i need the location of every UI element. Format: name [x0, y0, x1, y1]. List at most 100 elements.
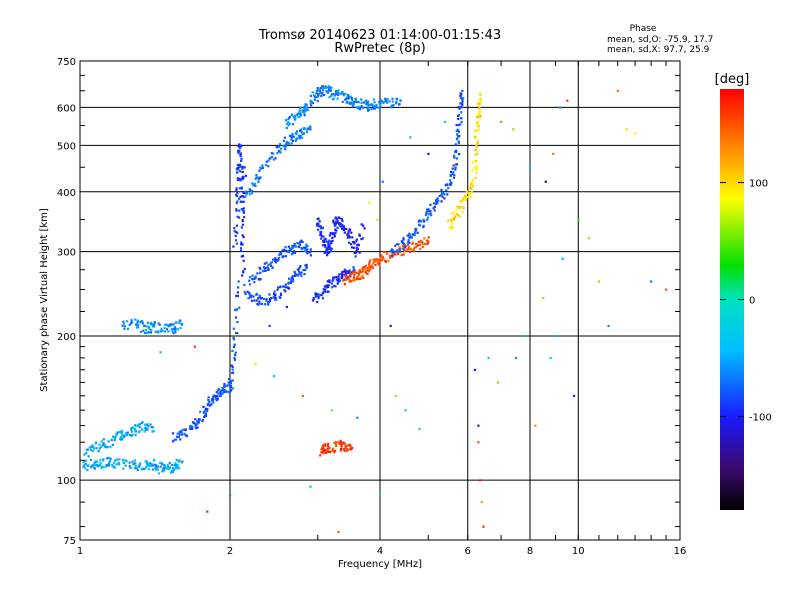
data-point	[339, 223, 342, 226]
data-point	[460, 120, 463, 123]
data-point	[454, 209, 457, 212]
data-point	[180, 433, 184, 436]
data-point	[179, 438, 182, 441]
data-point	[328, 279, 331, 282]
data-point	[454, 166, 457, 169]
data-point	[191, 425, 194, 428]
data-point	[174, 331, 177, 334]
data-point	[421, 241, 424, 244]
data-point	[338, 92, 341, 95]
data-point	[242, 236, 245, 239]
data-point	[351, 246, 354, 249]
data-point	[338, 217, 341, 220]
data-point	[128, 323, 131, 326]
data-point	[284, 119, 288, 122]
data-point	[475, 168, 478, 171]
data-point	[321, 85, 325, 88]
data-point	[332, 221, 335, 224]
data-point	[212, 394, 215, 397]
data-point	[426, 218, 429, 221]
data-point	[416, 244, 419, 247]
data-point	[348, 241, 351, 244]
data-point	[85, 451, 88, 455]
data-point	[471, 183, 474, 186]
data-point	[236, 171, 239, 174]
data-point	[301, 136, 304, 139]
data-point	[345, 98, 348, 101]
data-point	[113, 435, 117, 438]
data-point	[137, 424, 140, 427]
data-point	[446, 193, 449, 196]
data-point	[321, 92, 324, 95]
data-point	[277, 286, 280, 289]
data-point	[320, 235, 323, 238]
data-point	[167, 330, 170, 333]
data-point	[268, 299, 271, 303]
data-point	[150, 426, 153, 429]
data-point	[103, 444, 107, 447]
data-point	[392, 253, 395, 256]
data-point	[284, 283, 287, 286]
data-point	[140, 422, 143, 425]
data-point	[357, 101, 360, 104]
data-point	[135, 466, 138, 469]
data-point	[240, 186, 243, 189]
data-point	[235, 224, 238, 227]
data-point	[515, 356, 518, 360]
data-point	[236, 332, 239, 335]
data-point	[326, 443, 329, 446]
data-point	[254, 184, 257, 188]
data-point	[194, 418, 197, 421]
data-point	[126, 431, 129, 434]
data-point	[299, 115, 302, 118]
data-point	[326, 280, 329, 283]
data-point	[240, 200, 243, 203]
data-point	[316, 224, 319, 227]
data-point	[170, 328, 173, 331]
data-point	[306, 252, 309, 255]
data-point	[262, 297, 265, 301]
data-point	[338, 222, 341, 226]
data-point	[268, 157, 271, 160]
data-point	[140, 320, 143, 323]
data-point	[115, 458, 118, 461]
data-point	[279, 293, 283, 297]
data-point	[299, 106, 302, 109]
data-point	[475, 145, 478, 148]
data-point	[393, 251, 396, 254]
data-point	[88, 446, 91, 449]
data-point	[196, 419, 199, 422]
data-point	[453, 154, 456, 157]
data-point	[607, 324, 610, 327]
data-point	[163, 469, 166, 472]
data-point	[84, 462, 87, 465]
data-point	[330, 241, 333, 244]
data-point	[376, 259, 379, 262]
data-point	[134, 433, 137, 436]
data-point	[131, 430, 134, 433]
data-point	[456, 128, 459, 131]
data-point	[121, 434, 125, 437]
data-point	[291, 275, 294, 278]
data-point	[298, 112, 301, 115]
data-point	[281, 249, 284, 252]
data-point	[331, 286, 334, 289]
data-point	[289, 249, 292, 252]
data-point	[322, 93, 326, 96]
data-point	[368, 265, 371, 268]
data-point	[396, 243, 399, 246]
data-point	[344, 272, 347, 275]
data-point	[350, 448, 353, 451]
data-point	[106, 464, 109, 467]
data-point	[138, 464, 141, 467]
data-point	[285, 142, 288, 145]
data-point	[461, 89, 464, 92]
data-point	[473, 368, 476, 371]
chart-subtitle: RwPretec (8p)	[334, 41, 425, 56]
data-point	[242, 192, 245, 195]
data-point	[242, 211, 245, 214]
data-point	[335, 276, 338, 279]
data-point	[270, 152, 273, 155]
data-point	[321, 451, 324, 454]
data-point	[391, 254, 394, 257]
